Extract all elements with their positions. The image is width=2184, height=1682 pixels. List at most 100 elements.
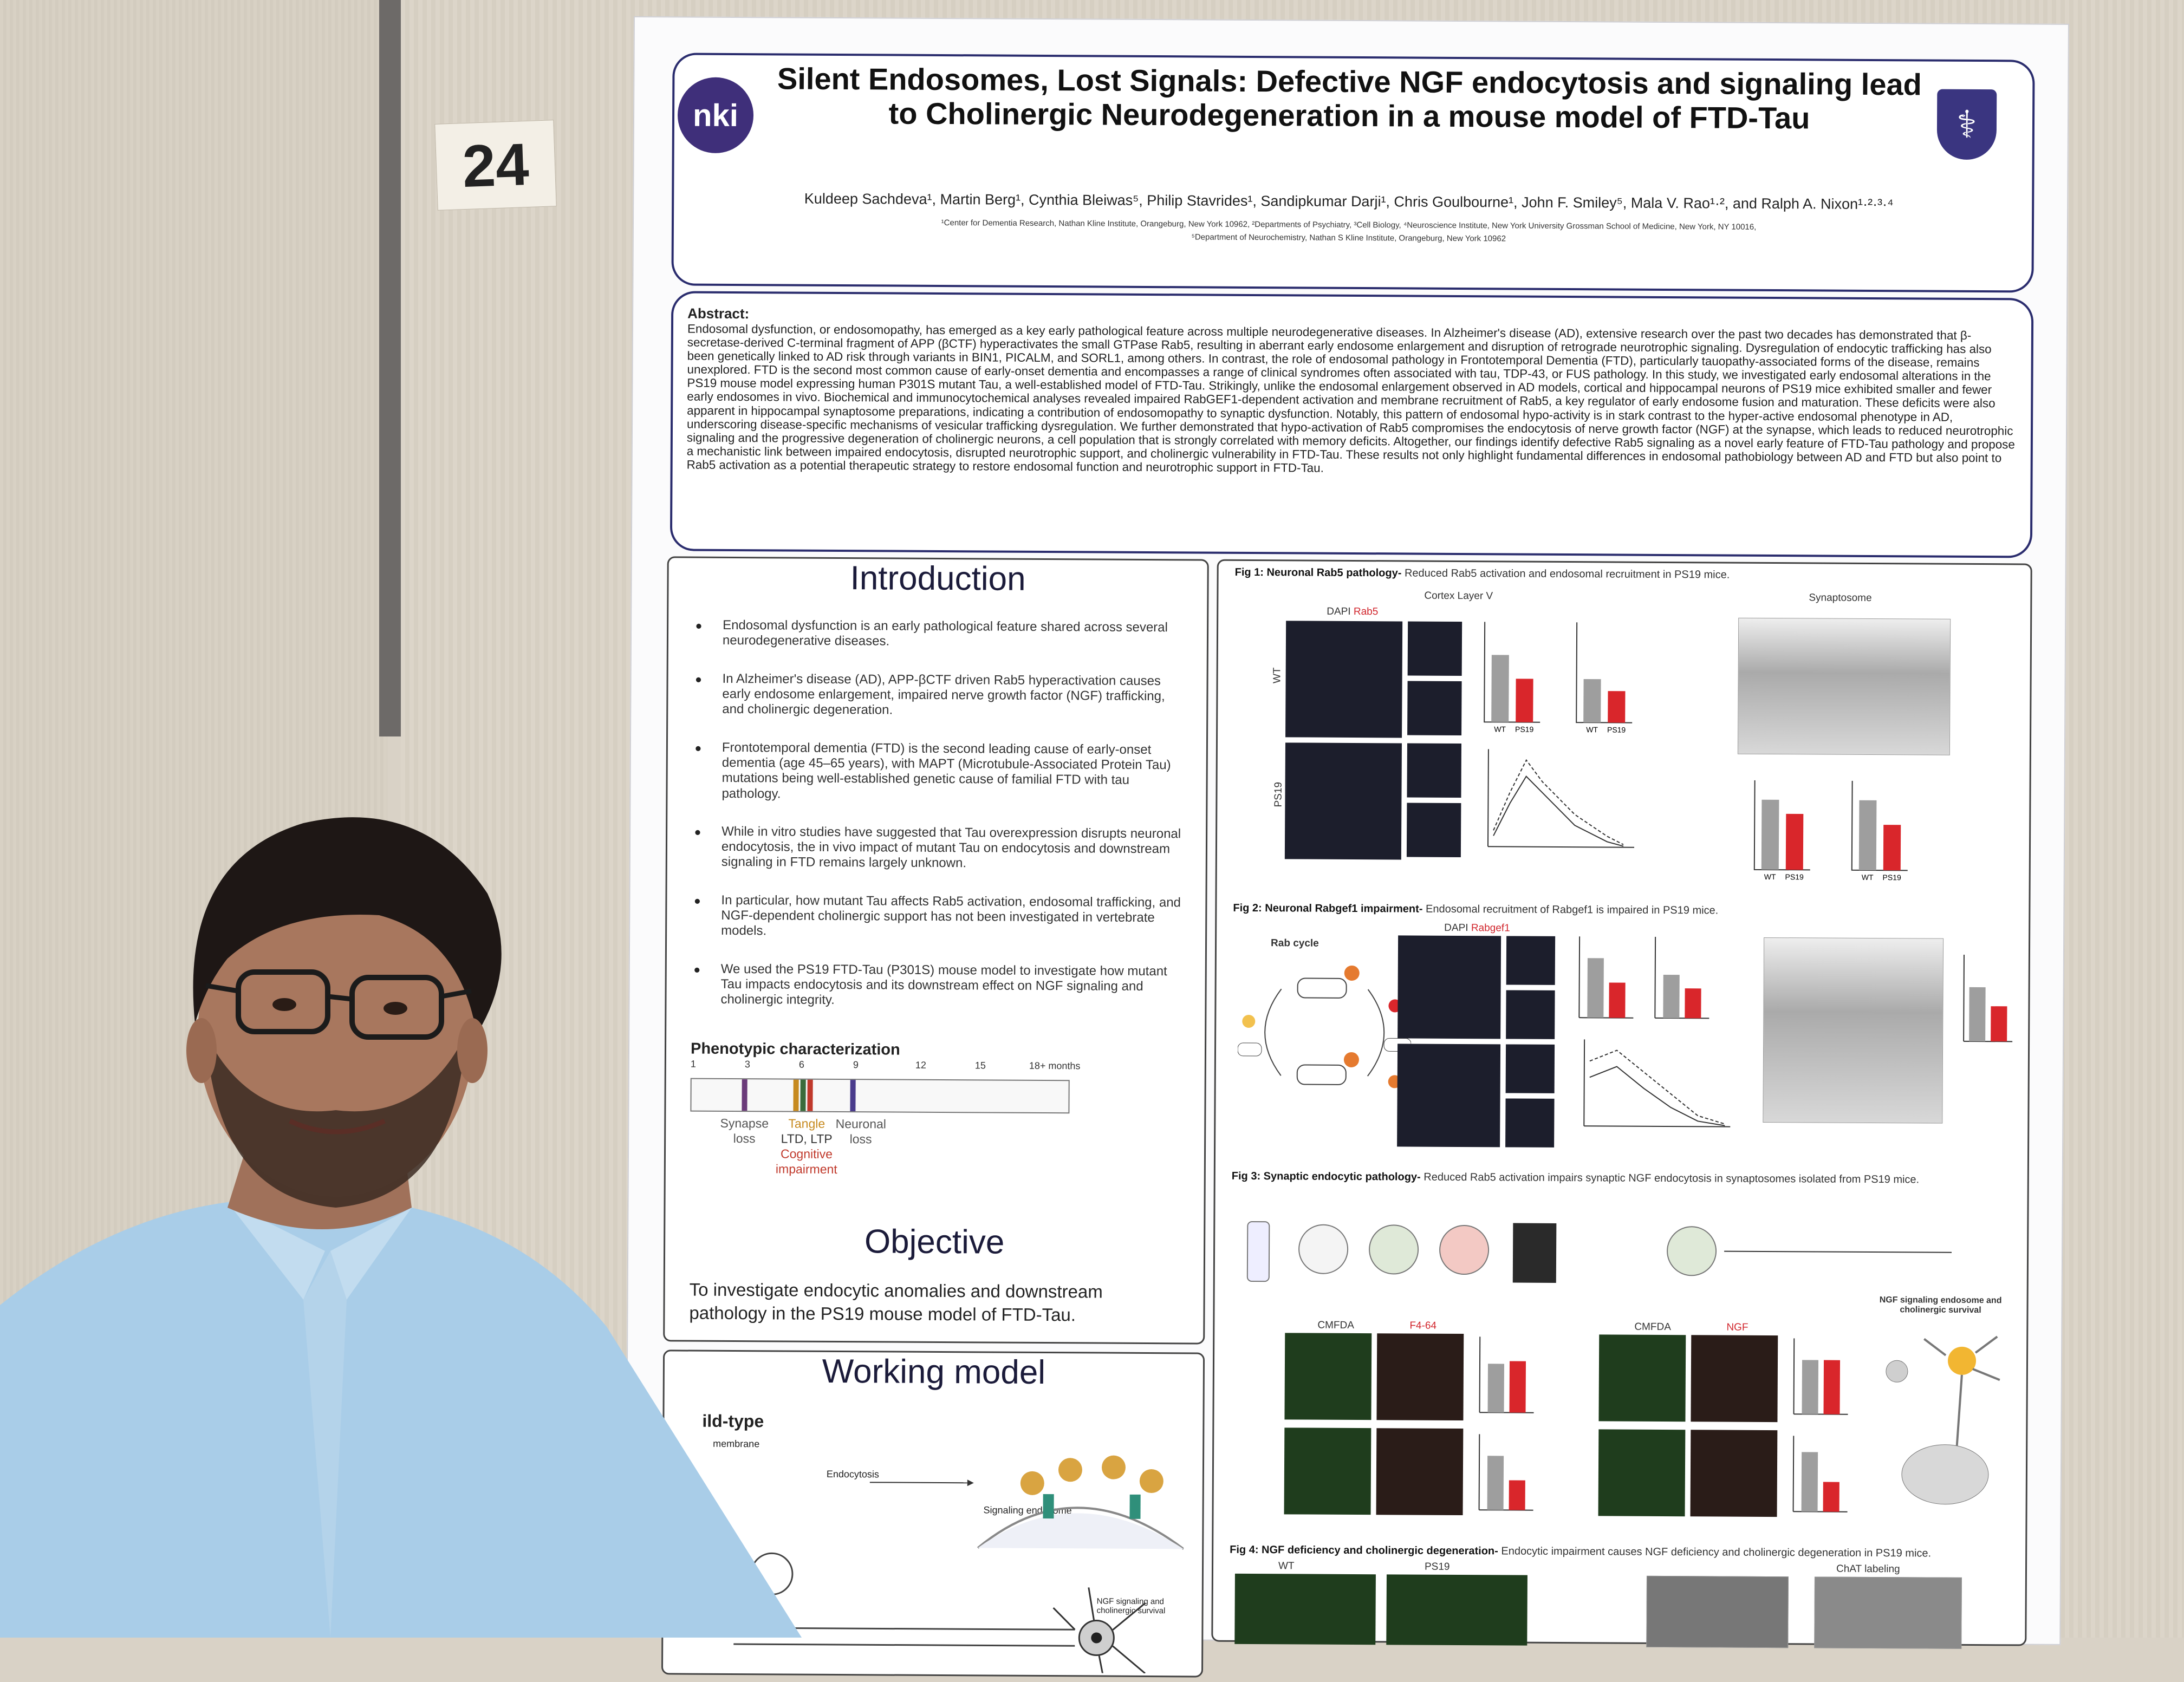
nki-logo: nki xyxy=(678,77,754,153)
partition-divider xyxy=(379,0,401,736)
rab-cycle-diagram xyxy=(1237,956,1411,1109)
fig4-micrograph-ps19 xyxy=(1386,1574,1528,1645)
fig3-micrograph xyxy=(1691,1335,1778,1422)
bar-tick-label: WT xyxy=(1764,872,1776,881)
figures-panel: Fig 1: Neuronal Rab5 pathology- Reduced … xyxy=(1211,559,2032,1646)
fig1-micrograph-wt xyxy=(1285,621,1402,738)
fig1-micrograph-ps19 xyxy=(1285,742,1402,859)
timeline-tick: 12 xyxy=(915,1060,926,1071)
fig4-title: Fig 4: NGF deficiency and cholinergic de… xyxy=(1230,1544,1498,1557)
caduceus-shield-icon: ⚕ xyxy=(1937,89,1997,160)
fig2-line-plot xyxy=(1573,1039,1736,1138)
fig2-micrograph-wt xyxy=(1398,935,1501,1039)
fig4-micrograph-wt xyxy=(1234,1574,1376,1645)
fig3-f464-label: F4-64 xyxy=(1409,1320,1436,1332)
fig4-ps19-label: PS19 xyxy=(1425,1561,1450,1573)
dapi-label: DAPI xyxy=(1444,922,1468,934)
board-number-sign: 24 xyxy=(434,120,556,211)
fig2-caption: Fig 2: Neuronal Rabgef1 impairment- Endo… xyxy=(1233,902,1718,917)
fig2-inset xyxy=(1506,1044,1555,1093)
fig3-bar-chart-3 xyxy=(1788,1338,1854,1420)
bar-tick-label: WT xyxy=(1586,725,1598,734)
bar-ps19 xyxy=(1516,679,1533,722)
fig2-bar-chart-3 xyxy=(1958,955,2018,1047)
chat-labeling-label: ChAT labeling xyxy=(1836,1563,1900,1576)
fig2-inset xyxy=(1506,936,1555,985)
fig3-title: Fig 3: Synaptic endocytic pathology- xyxy=(1232,1170,1421,1183)
fig2-bar-chart-2 xyxy=(1649,937,1715,1024)
synaptosome-label: Synaptosome xyxy=(1809,592,1871,604)
fig1-bar-chart-endosomes: WT PS19 xyxy=(1570,622,1635,736)
fig2-title: Fig 2: Neuronal Rabgef1 impairment- xyxy=(1233,902,1422,915)
fig3-micrograph xyxy=(1376,1333,1464,1420)
fig3-micrograph xyxy=(1598,1334,1686,1422)
introduction-heading: Introduction xyxy=(668,558,1207,599)
fig3-micrograph xyxy=(1284,1427,1372,1515)
fig4-caption-text: Endocytic impairment causes NGF deficien… xyxy=(1501,1545,1931,1559)
bar-ps19 xyxy=(1883,825,1901,870)
bar-tick-label: WT xyxy=(1494,725,1506,733)
bar-wt xyxy=(1761,800,1779,870)
fig3-caption-text: Reduced Rab5 activation impairs synaptic… xyxy=(1424,1171,1919,1186)
timeline-tick: 15 xyxy=(975,1060,986,1071)
fig1-western-blot xyxy=(1738,618,1951,755)
fig1-title: Fig 1: Neuronal Rab5 pathology- xyxy=(1235,566,1402,579)
poster-title: Silent Endosomes, Lost Signals: Defectiv… xyxy=(770,61,1929,136)
fig4-caption: Fig 4: NGF deficiency and cholinergic de… xyxy=(1230,1544,1931,1560)
fig3-cmfda-label-2: CMFDA xyxy=(1634,1321,1671,1333)
fig1-bar-chart-synaptosome-1: WT PS19 xyxy=(1748,780,1813,884)
fig2-bar-chart-1 xyxy=(1574,936,1639,1023)
timeline-marker-neuronal xyxy=(850,1080,855,1111)
fig4-wt-label: WT xyxy=(1278,1560,1295,1572)
fig2-inset xyxy=(1505,1098,1554,1147)
fig1-caption-text: Reduced Rab5 activation and endosomal re… xyxy=(1405,567,1730,581)
fig2-western-blot xyxy=(1763,937,1943,1124)
fig2-caption-text: Endosomal recruitment of Rabgef1 is impa… xyxy=(1426,903,1718,917)
fig1-wt-label: WT xyxy=(1271,667,1283,683)
neuronal-loss-label: Neuronal loss xyxy=(828,1117,893,1147)
bar-ps19 xyxy=(1786,814,1804,870)
bar-wt xyxy=(1859,800,1877,870)
fig3-side-title: NGF signaling endosome and cholinergic s… xyxy=(1870,1295,2011,1315)
fig3-cmfda-label: CMFDA xyxy=(1317,1320,1354,1332)
fig1-inset xyxy=(1408,621,1462,676)
fig1-inset xyxy=(1407,803,1461,857)
bar-tick-label: PS19 xyxy=(1607,725,1626,734)
fig3-micrograph xyxy=(1598,1429,1686,1516)
fig4-chat-image xyxy=(1814,1576,1962,1648)
bar-ps19 xyxy=(1608,691,1625,723)
dapi-label: DAPI xyxy=(1327,606,1350,617)
fig3-bar-chart-2 xyxy=(1474,1434,1539,1516)
rab-cycle-label: Rab cycle xyxy=(1271,937,1319,949)
fig3-micrograph xyxy=(1691,1430,1778,1517)
fig3-caption: Fig 3: Synaptic endocytic pathology- Red… xyxy=(1232,1170,1919,1186)
fig4-histology xyxy=(1646,1576,1789,1648)
research-poster: nki ⚕ Silent Endosomes, Lost Signals: De… xyxy=(625,16,2069,1645)
bar-wt xyxy=(1491,655,1509,722)
intro-bullet: Endosomal dysfunction is an early pathol… xyxy=(696,618,1183,651)
bar-tick-label: WT xyxy=(1862,873,1874,882)
timeline-tick: 9 xyxy=(853,1059,859,1071)
presenter-person xyxy=(0,731,812,1638)
fig1-line-plot xyxy=(1477,749,1640,858)
fig3-bar-chart-1 xyxy=(1474,1337,1539,1418)
bar-tick-label: PS19 xyxy=(1515,725,1534,734)
rab5-label: Rab5 xyxy=(1354,606,1379,617)
fig3-ngf-label: NGF xyxy=(1726,1322,1748,1334)
fig3-micrograph xyxy=(1376,1428,1464,1515)
fig1-ps19-label: PS19 xyxy=(1273,782,1285,807)
fig2-micrograph-ps19 xyxy=(1397,1044,1500,1147)
fig3-bar-chart-4 xyxy=(1788,1436,1854,1517)
fig3-micrograph xyxy=(1284,1333,1372,1420)
abstract-panel: Abstract: Endosomal dysfunction, or endo… xyxy=(670,291,2033,558)
timeline-tick: 18+ months xyxy=(1029,1060,1081,1072)
fig1-bar-chart-rab5: WT PS19 xyxy=(1478,622,1543,736)
bar-tick-label: PS19 xyxy=(1785,872,1804,881)
fig2-dapi-label: DAPI Rabgef1 xyxy=(1444,922,1510,935)
fig1-inset xyxy=(1407,681,1462,735)
fig3-neuron-diagram xyxy=(1864,1322,2017,1513)
fig1-inset xyxy=(1407,743,1461,798)
abstract-text: Endosomal dysfunction, or endosomopathy,… xyxy=(687,322,2017,479)
fig1-caption: Fig 1: Neuronal Rab5 pathology- Reduced … xyxy=(1235,566,1730,582)
